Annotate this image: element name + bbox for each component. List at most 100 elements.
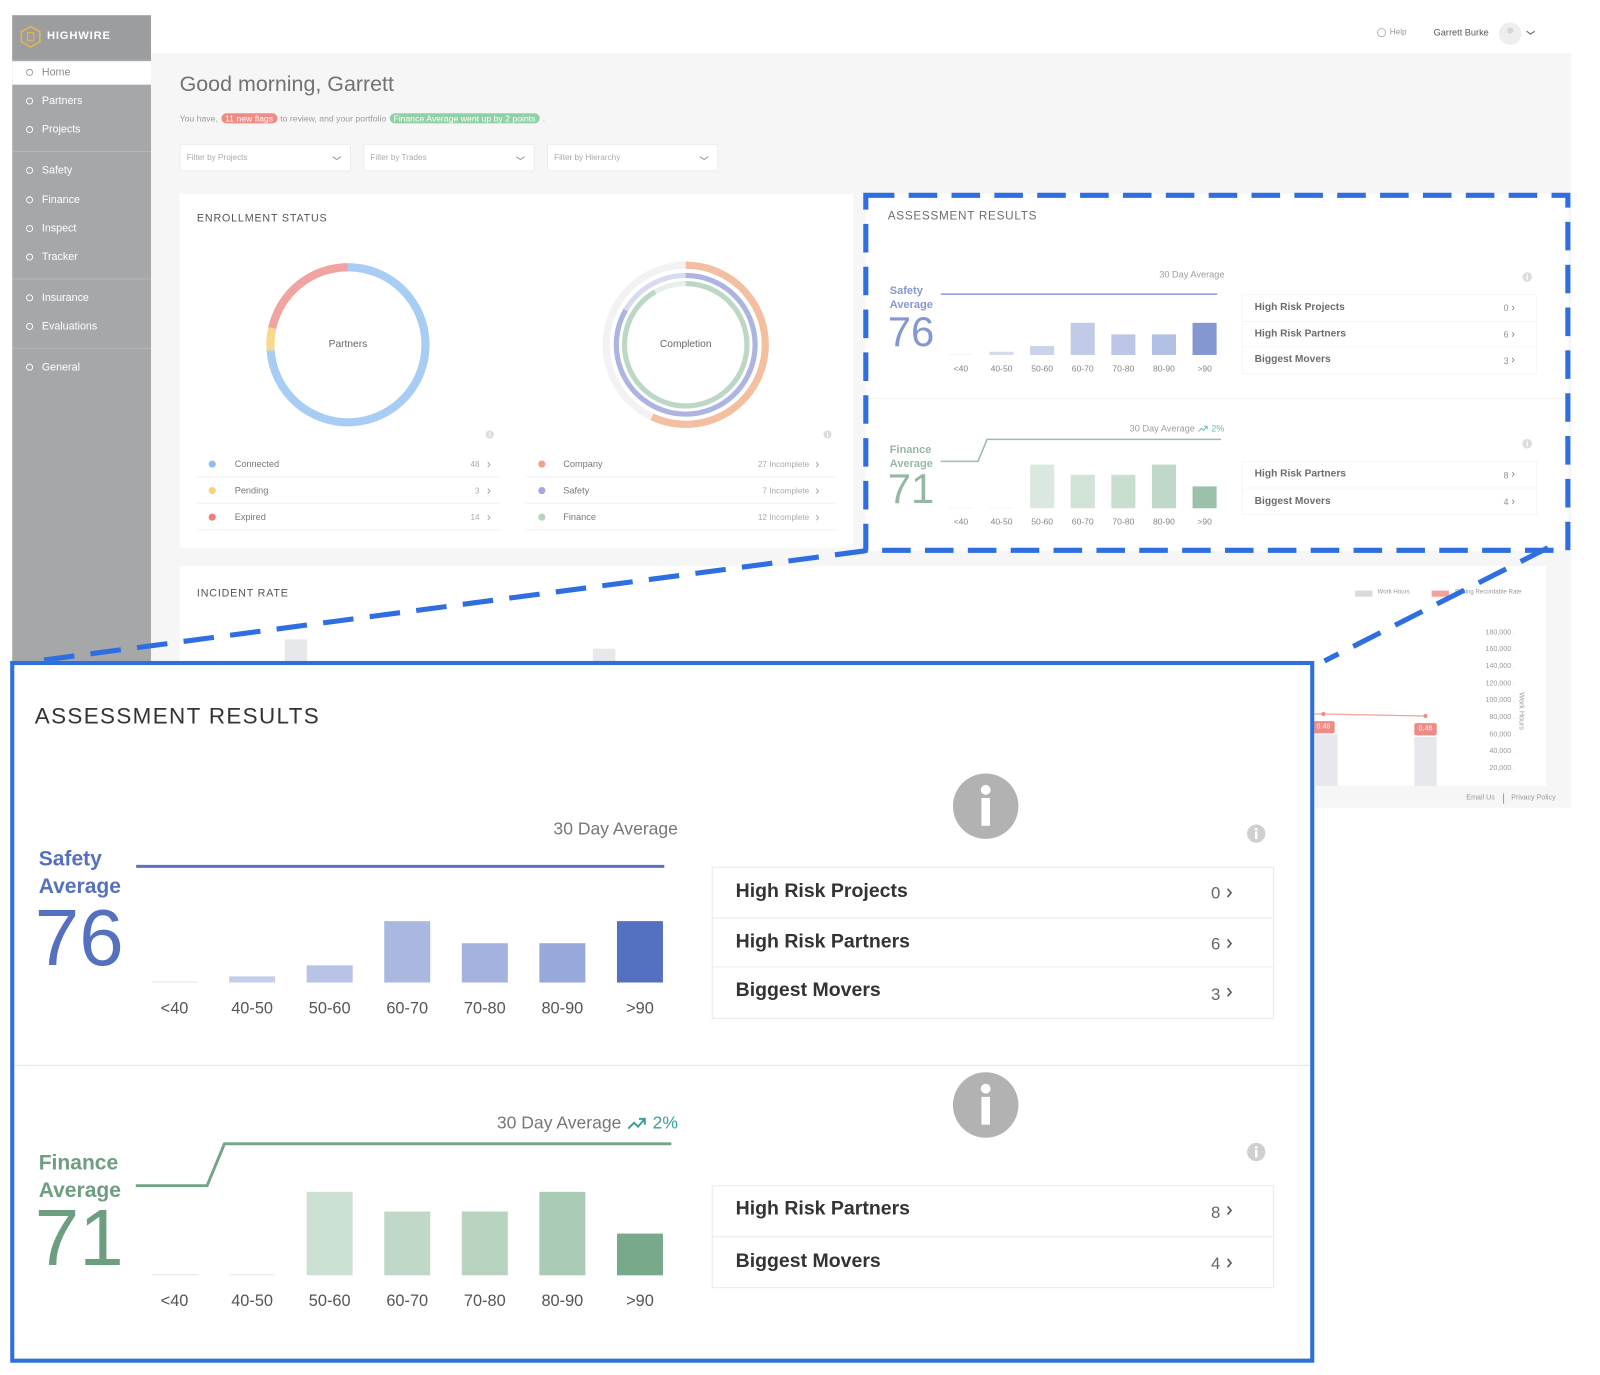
average-value: 71 [34,1192,124,1283]
y2-tick-label: 100,000 [1485,696,1512,705]
legend-row[interactable] [525,451,837,478]
help-link[interactable]: Help [1389,27,1407,37]
footer-link[interactable]: Email Us [1466,794,1495,802]
nav-icon [26,97,34,105]
link-count: 3 [1211,983,1221,1004]
nav-icon-shape [26,294,34,302]
nav-item[interactable]: Projects [41,123,81,136]
y2-tick-label: 160,000 [1485,646,1512,654]
filter-dropdown[interactable] [363,143,535,172]
filter-placeholder: Filter by Hierarchy [554,153,621,163]
donut-segment [268,263,349,329]
flags-badge[interactable]: 11 new flags [220,113,278,124]
nav-item[interactable]: Insurance [41,291,89,304]
nav-item[interactable]: Finance [41,193,80,206]
link-count: 0 [1211,883,1221,904]
bar [229,1274,276,1276]
rate-point [1321,711,1326,717]
link-label: High Risk Partners [735,930,911,953]
summary-text: to review, and your portfolio [280,113,387,124]
bar-category-label: 50-60 [308,1291,351,1311]
bar [384,1211,431,1276]
nav-item[interactable]: Partners [41,94,83,107]
assessment-graphics [14,773,1311,1289]
nav-icon-shape [26,68,34,76]
nav-separator [12,278,152,280]
legend-dot [538,487,546,495]
y2-tick-label: 120,000 [1485,679,1512,688]
chevron-icon [1226,988,1233,998]
bar [616,921,663,983]
axis-label: Work Hours [1517,692,1525,730]
nav-icon [26,126,34,134]
bar-category-label: 70-80 [463,997,506,1017]
legend-dot [208,487,216,495]
nav-item[interactable]: Tracker [41,250,78,263]
filter-dropdown[interactable] [546,143,719,172]
chevron [487,514,491,520]
bar-category-label: >90 [626,1291,654,1311]
filter-placeholder: Filter by Projects [186,153,248,163]
nav-icon [26,294,34,302]
legend-row[interactable] [196,504,500,531]
legend-row[interactable] [525,477,837,504]
change-value: 2% [652,1112,678,1133]
nav-icon-shape [26,97,34,105]
chevron [815,487,820,494]
info-icon-dot [1254,827,1258,831]
footer-link[interactable]: Privacy Policy [1511,794,1556,802]
chevron-icon [815,487,820,494]
bar-category-label: <40 [160,997,189,1017]
user-name[interactable]: Garrett Burke [1433,27,1489,38]
legend-row[interactable] [196,477,500,504]
info-icon-bar [827,433,829,437]
bar [306,965,353,983]
info-icon-bar [1255,1149,1258,1158]
donut-segment [266,263,430,427]
info-icon-dot [980,1083,991,1094]
summary-text: . [542,113,546,124]
avatar [1498,22,1522,45]
link-count: 8 [1211,1202,1221,1222]
info-icon-dot [1254,1146,1258,1149]
greeting: Good morning, Garrett [179,72,394,97]
bar [539,943,586,983]
section-title: ASSESSMENT RESULTS [34,706,321,730]
chevron-down-icon [332,156,342,161]
chevron [815,514,820,520]
bar-category-label: 50-60 [308,997,351,1017]
link-count: 4 [1211,1253,1221,1273]
nav-item[interactable]: General [41,360,80,374]
info-icon-dot [826,431,829,434]
chevron-down-icon [1526,30,1535,35]
nav-icon [26,196,34,204]
legend-row[interactable] [525,504,837,531]
legend-label: Finance [563,511,596,522]
chevron [1226,937,1233,948]
nav-icon [26,166,34,174]
nav-item[interactable]: Safety [41,163,73,177]
nav-item[interactable]: Inspect [41,222,77,235]
ring-arc [621,281,750,409]
summary-line: You have, 11 new flags to review, and your… [180,112,545,124]
nav-icon [26,363,34,371]
legend-dot [208,460,216,468]
enrollment-charts [208,261,832,521]
finance-badge[interactable]: Finance Average went up by 2 points [389,113,540,124]
average-caption: 30 Day Average 2% [497,1111,678,1134]
section-title: ENROLLMENT STATUS [196,211,328,225]
caption-text: 30 Day Average [553,818,678,839]
nav-item[interactable]: Evaluations [41,319,98,333]
y2-tick-label: 40,000 [1489,747,1512,755]
bar-category-label: 80-90 [541,1291,584,1311]
average-label: Finance Average [38,1151,121,1202]
link-label: Biggest Movers [735,980,881,1003]
nav-item[interactable]: Home [41,65,71,79]
assessment-results-zoomed: ASSESSMENT RESULTS 30 Day Average Safety A… [14,684,1311,1337]
legend-row[interactable] [196,451,500,478]
logo-hexagon [20,25,41,48]
summary-text: You have, [179,113,218,124]
legend-value: 14 [470,513,480,523]
filter-dropdown[interactable] [179,143,352,172]
link-count: 6 [1211,933,1221,953]
